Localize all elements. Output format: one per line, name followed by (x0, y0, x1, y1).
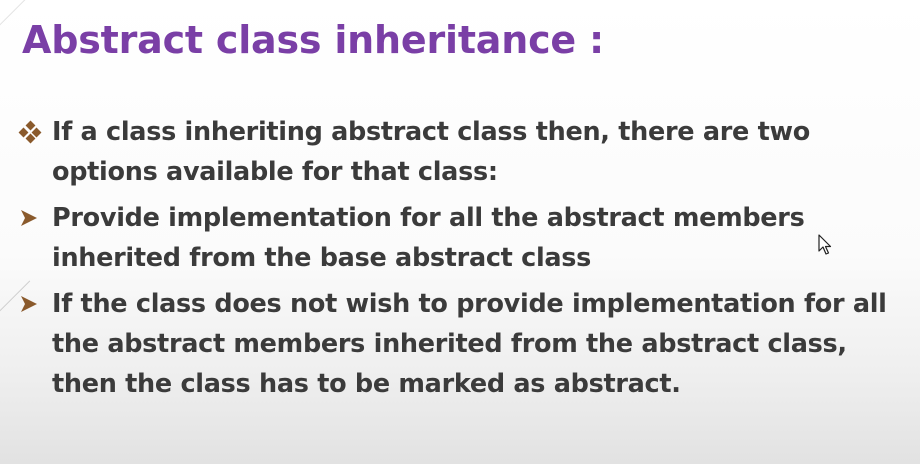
diamond-bullet-icon (18, 112, 46, 152)
bullet-item: If the class does not wish to provide im… (20, 284, 910, 404)
bullet-item: Provide implementation for all the abstr… (20, 198, 910, 278)
slide-title: Abstract class inheritance : (22, 18, 605, 62)
arrow-bullet-icon (20, 198, 46, 238)
arrow-bullet-icon (20, 284, 46, 324)
mouse-pointer-icon (818, 234, 832, 255)
bullet-text: If a class inheriting abstract class the… (52, 117, 810, 187)
bullet-text: Provide implementation for all the abstr… (52, 203, 805, 273)
bullet-list: If a class inheriting abstract class the… (18, 112, 910, 410)
bullet-text: If the class does not wish to provide im… (52, 289, 887, 399)
bullet-item: If a class inheriting abstract class the… (18, 112, 910, 192)
